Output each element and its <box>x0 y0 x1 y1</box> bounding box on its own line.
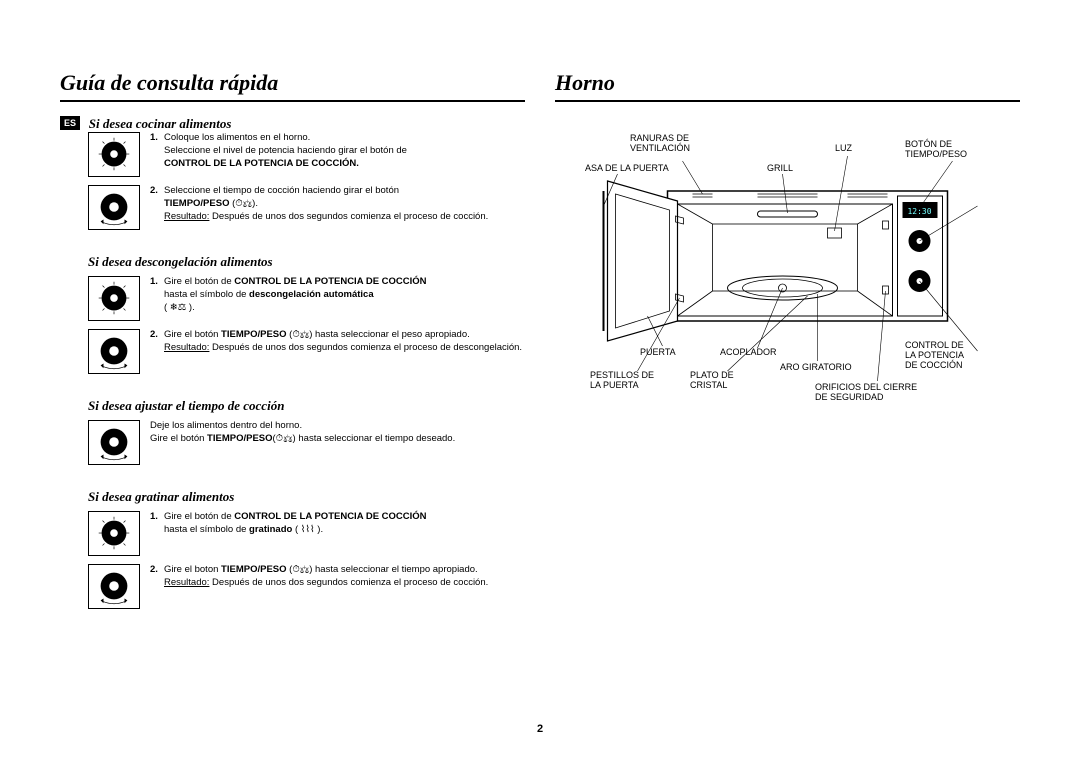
section-title: Si desea gratinar alimentos <box>88 489 525 505</box>
section-title: Si desea ajustar el tiempo de cocción <box>88 398 525 414</box>
right-column: Horno <box>555 70 1020 633</box>
left-column: Guía de consulta rápida ES Si desea coci… <box>60 70 525 633</box>
step-text: 2.Gire el botón TIEMPO/PESO (⏱⚖) hasta s… <box>150 329 525 355</box>
label-aro: ARO GIRATORIO <box>780 363 852 373</box>
step-text: 1.Gire el botón de CONTROL DE LA POTENCI… <box>150 276 525 314</box>
section-descongelacion: Si desea descongelación alimentos 1.Gire… <box>60 254 525 382</box>
step-text: 2.Gire el boton TIEMPO/PESO (⏱⚖) hasta s… <box>150 564 525 590</box>
dial-power-icon <box>88 511 140 556</box>
dial-timer-icon <box>88 185 140 230</box>
dial-timer-icon <box>88 329 140 374</box>
label-boton: BOTÓN DETIEMPO/PESO <box>905 140 967 160</box>
dial-timer-icon <box>88 564 140 609</box>
microwave-diagram: 12:30 <box>555 116 1020 416</box>
svg-text:12:30: 12:30 <box>907 207 931 216</box>
dial-timer-icon <box>88 420 140 465</box>
step-text: Deje los alimentos dentro del horno. Gir… <box>150 420 525 446</box>
right-heading: Horno <box>555 70 1020 102</box>
step-text: 1.Coloque los alimentos en el horno. Sel… <box>150 132 525 170</box>
section-gratinar: Si desea gratinar alimentos 1.Gire el bo… <box>60 489 525 617</box>
label-grill: GRILL <box>767 164 793 174</box>
label-ranuras: RANURAS DEVENTILACIÓN <box>630 134 690 154</box>
label-orificios: ORIFICIOS DEL CIERREDE SEGURIDAD <box>815 383 917 403</box>
step-text: 1.Gire el botón de CONTROL DE LA POTENCI… <box>150 511 525 537</box>
section-title: Si desea descongelación alimentos <box>88 254 525 270</box>
label-puerta: PUERTA <box>640 348 676 358</box>
dial-power-icon <box>88 132 140 177</box>
label-asa: ASA DE LA PUERTA <box>585 164 669 174</box>
section-ajustar: Si desea ajustar el tiempo de cocción De… <box>60 398 525 473</box>
step-text: 2.Seleccione el tiempo de cocción hacien… <box>150 185 525 223</box>
section-cocinar: ES Si desea cocinar alimentos 1.Coloque … <box>60 116 525 238</box>
left-heading: Guía de consulta rápida <box>60 70 525 102</box>
lang-badge: ES <box>60 116 80 130</box>
label-luz: LUZ <box>835 144 852 154</box>
label-pestillos: PESTILLOS DELA PUERTA <box>590 371 654 391</box>
dial-power-icon <box>88 276 140 321</box>
section-title: Si desea cocinar alimentos <box>89 116 232 131</box>
label-plato: PLATO DECRISTAL <box>690 371 734 391</box>
page-number: 2 <box>537 723 543 735</box>
label-control: CONTROL DELA POTENCIADE COCCIÓN <box>905 341 964 371</box>
label-acoplador: ACOPLADOR <box>720 348 777 358</box>
